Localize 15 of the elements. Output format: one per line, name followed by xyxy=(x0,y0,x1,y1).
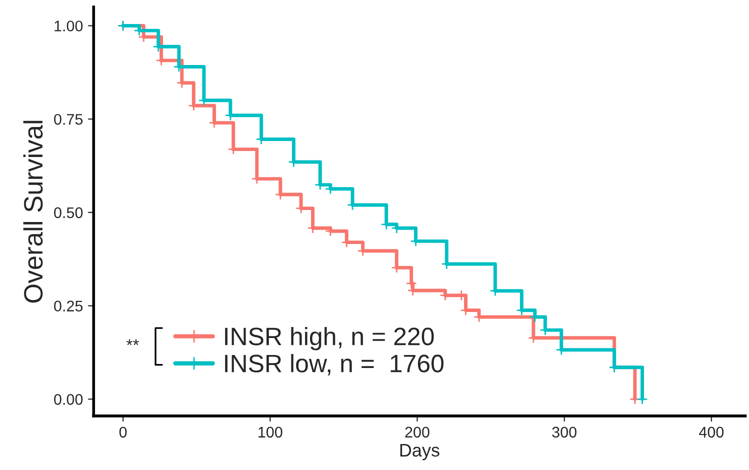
x-tick-label: 400 xyxy=(699,426,724,438)
y-tick-label: 0.75 xyxy=(54,114,83,125)
x-tick-label: 300 xyxy=(552,426,576,438)
legend-label: INSR low, n = 1760 xyxy=(225,354,444,376)
y-tick-label: 0.00 xyxy=(54,394,83,405)
annotation: ** xyxy=(126,339,139,346)
y-axis-title: Overall Survival xyxy=(23,120,43,303)
legend-label: INSR high, n = 220 xyxy=(225,326,434,350)
x-tick-label: 200 xyxy=(405,426,430,438)
x-axis-title: Days xyxy=(400,444,440,460)
x-tick-label: 0 xyxy=(119,426,127,438)
y-tick-label: 1.00 xyxy=(54,20,83,32)
x-tick-label: 100 xyxy=(258,426,282,438)
y-tick-label: 0.50 xyxy=(54,207,83,218)
y-tick-label: 0.25 xyxy=(54,300,83,312)
